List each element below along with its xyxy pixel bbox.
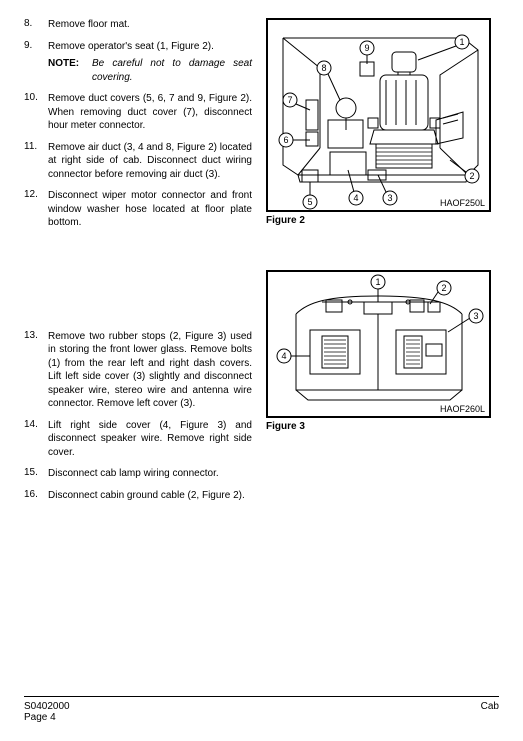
note-text: Be careful not to damage seat covering. bbox=[92, 57, 252, 84]
footer-page-number: Page 4 bbox=[24, 712, 70, 723]
step-8: 8. Remove floor mat. bbox=[24, 18, 252, 32]
step-number: 9. bbox=[24, 40, 48, 85]
callout-9: 9 bbox=[364, 43, 369, 53]
step-text: Remove operator's seat (1, Figure 2). NO… bbox=[48, 40, 252, 85]
step-number: 8. bbox=[24, 18, 48, 32]
figure-3-code: HAOF260L bbox=[440, 404, 485, 414]
step-number: 12. bbox=[24, 189, 48, 230]
step-number: 11. bbox=[24, 141, 48, 182]
callout-3: 3 bbox=[387, 193, 392, 203]
callout-4: 4 bbox=[353, 193, 358, 203]
step-number: 14. bbox=[24, 419, 48, 460]
callout-8: 8 bbox=[321, 63, 326, 73]
step-text: Remove air duct (3, 4 and 8, Figure 2) l… bbox=[48, 141, 252, 182]
step-9: 9. Remove operator's seat (1, Figure 2).… bbox=[24, 40, 252, 85]
footer-section-title: Cab bbox=[481, 701, 499, 723]
step-number: 16. bbox=[24, 489, 48, 503]
step-text: Remove floor mat. bbox=[48, 18, 252, 32]
step-number: 10. bbox=[24, 92, 48, 133]
step-text: Disconnect cab lamp wiring connector. bbox=[48, 467, 252, 481]
callout-7: 7 bbox=[287, 95, 292, 105]
step-text: Lift right side cover (4, Figure 3) and … bbox=[48, 419, 252, 460]
note-label: NOTE: bbox=[48, 57, 92, 84]
step-10: 10. Remove duct covers (5, 6, 7 and 9, F… bbox=[24, 92, 252, 133]
step-text: Disconnect cabin ground cable (2, Figure… bbox=[48, 489, 252, 503]
step-number: 13. bbox=[24, 330, 48, 411]
callout-3: 3 bbox=[473, 311, 478, 321]
step-14: 14. Lift right side cover (4, Figure 3) … bbox=[24, 419, 252, 460]
step-text: Disconnect wiper motor connector and fro… bbox=[48, 189, 252, 230]
callout-1: 1 bbox=[375, 277, 380, 287]
figure-2-box: 1 2 3 4 5 6 7 8 9 HAOF250L bbox=[266, 18, 491, 212]
figure-2-illustration: 1 2 3 4 5 6 7 8 9 bbox=[268, 20, 489, 210]
callout-1: 1 bbox=[459, 37, 464, 47]
step-12: 12. Disconnect wiper motor connector and… bbox=[24, 189, 252, 230]
callout-4: 4 bbox=[281, 351, 286, 361]
footer-doc-id: S0402000 bbox=[24, 701, 70, 712]
step-number: 15. bbox=[24, 467, 48, 481]
figure-3-caption: Figure 3 bbox=[266, 421, 499, 432]
callout-2: 2 bbox=[469, 171, 474, 181]
figures-column: 1 2 3 4 5 6 7 8 9 HAOF250L Figure 2 bbox=[266, 18, 499, 510]
step-text: Remove two rubber stops (2, Figure 3) us… bbox=[48, 330, 252, 411]
step-15: 15. Disconnect cab lamp wiring connector… bbox=[24, 467, 252, 481]
step-text-main: Remove operator's seat (1, Figure 2). bbox=[48, 41, 214, 52]
callout-5: 5 bbox=[307, 197, 312, 207]
figure-3-illustration: 1 2 3 4 bbox=[268, 272, 489, 416]
step-13: 13. Remove two rubber stops (2, Figure 3… bbox=[24, 330, 252, 411]
callout-2: 2 bbox=[441, 283, 446, 293]
step-11: 11. Remove air duct (3, 4 and 8, Figure … bbox=[24, 141, 252, 182]
figure-2-caption: Figure 2 bbox=[266, 215, 499, 226]
step-note: NOTE: Be careful not to damage seat cove… bbox=[48, 57, 252, 84]
step-text: Remove duct covers (5, 6, 7 and 9, Figur… bbox=[48, 92, 252, 133]
callout-6: 6 bbox=[283, 135, 288, 145]
instruction-list: 8. Remove floor mat. 9. Remove operator'… bbox=[24, 18, 252, 510]
figure-3-box: 1 2 3 4 HAOF260L bbox=[266, 270, 491, 418]
step-16: 16. Disconnect cabin ground cable (2, Fi… bbox=[24, 489, 252, 503]
page-footer: S0402000 Page 4 Cab bbox=[24, 696, 499, 723]
figure-2-code: HAOF250L bbox=[440, 198, 485, 208]
